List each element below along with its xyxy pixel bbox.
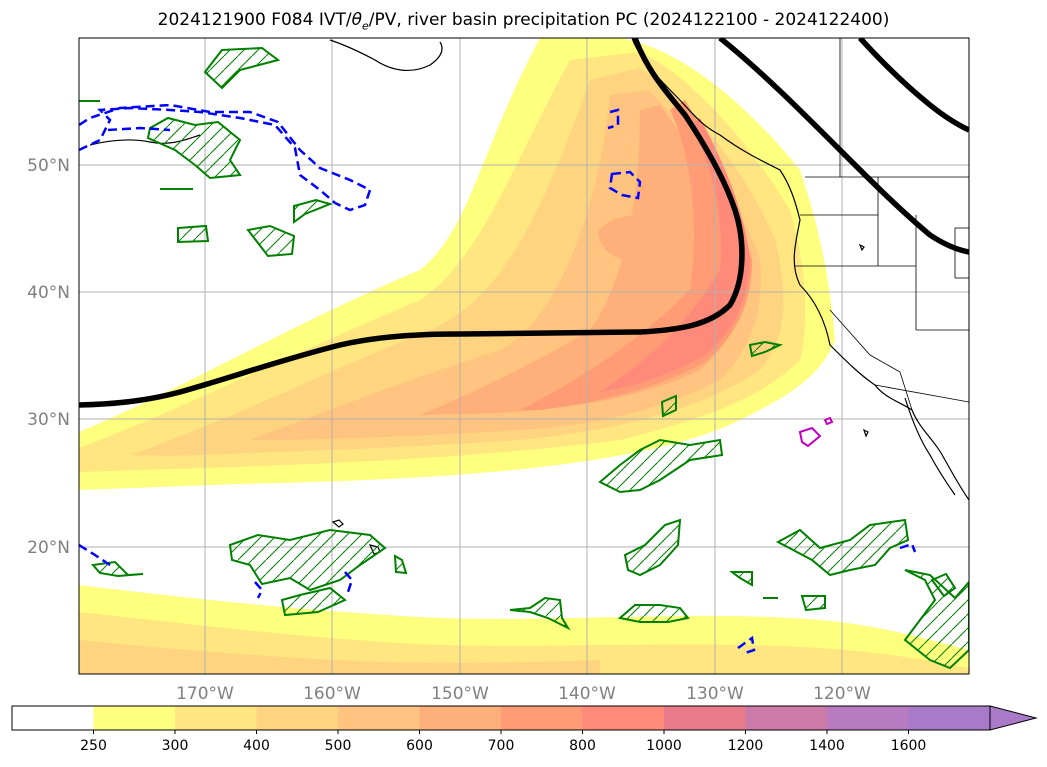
colorbar-level-label: 600 bbox=[406, 738, 433, 754]
colorbar-swatch bbox=[908, 706, 991, 730]
political-borders bbox=[795, 38, 969, 411]
colorbar-level-label: 500 bbox=[325, 738, 352, 754]
lat-label: 50°N bbox=[27, 156, 70, 176]
colorbar-swatch bbox=[664, 706, 747, 730]
colorbar-level-label: 250 bbox=[80, 738, 107, 754]
precip-contours bbox=[798, 416, 834, 448]
colorbar: 250 300 400 500 600 700 800 1000 1200 1400 1600 bbox=[11, 705, 1038, 754]
map-frame bbox=[78, 37, 970, 675]
colorbar-swatch bbox=[93, 706, 176, 730]
colorbar-level-label: 1000 bbox=[646, 738, 682, 754]
colorbar-level-label: 300 bbox=[162, 738, 189, 754]
map-title: 2024121900 F084 IVT/θe/PV, river basin p… bbox=[157, 10, 890, 33]
lat-label: 30°N bbox=[27, 410, 70, 430]
colorbar-level-label: 1400 bbox=[809, 738, 845, 754]
colorbar-swatch bbox=[582, 706, 665, 730]
colorbar-swatch bbox=[338, 706, 421, 730]
colorbar-level-label: 1200 bbox=[728, 738, 764, 754]
latitude-labels: 50°N 40°N 30°N 20°N bbox=[27, 156, 70, 558]
map-area bbox=[79, 38, 969, 674]
theta-e-contours bbox=[79, 38, 969, 408]
colorbar-swatch bbox=[419, 706, 502, 730]
lat-label: 40°N bbox=[27, 283, 70, 303]
colorbar-level-label: 1600 bbox=[891, 738, 927, 754]
colorbar-extend-arrow bbox=[989, 705, 1038, 731]
colorbar-swatch bbox=[12, 706, 95, 730]
colorbar-level-label: 400 bbox=[243, 738, 270, 754]
colorbar-level-label: 700 bbox=[488, 738, 515, 754]
lat-label: 20°N bbox=[27, 538, 70, 558]
lon-label: 130°W bbox=[686, 684, 744, 704]
colorbar-swatch bbox=[827, 706, 910, 730]
lon-label: 160°W bbox=[303, 684, 361, 704]
colorbar-level-label: 800 bbox=[569, 738, 596, 754]
colorbar-swatch bbox=[256, 706, 339, 730]
colorbar-swatch bbox=[175, 706, 258, 730]
lon-label: 170°W bbox=[176, 684, 234, 704]
lon-label: 150°W bbox=[431, 684, 489, 704]
lon-label: 140°W bbox=[558, 684, 616, 704]
colorbar-swatch bbox=[501, 706, 584, 730]
colorbar-swatch bbox=[745, 706, 828, 730]
longitude-labels: 170°W 160°W 150°W 140°W 130°W 120°W bbox=[176, 684, 871, 704]
lon-label: 120°W bbox=[813, 684, 871, 704]
pv-negative-contours bbox=[79, 103, 917, 656]
coastlines bbox=[89, 38, 969, 555]
